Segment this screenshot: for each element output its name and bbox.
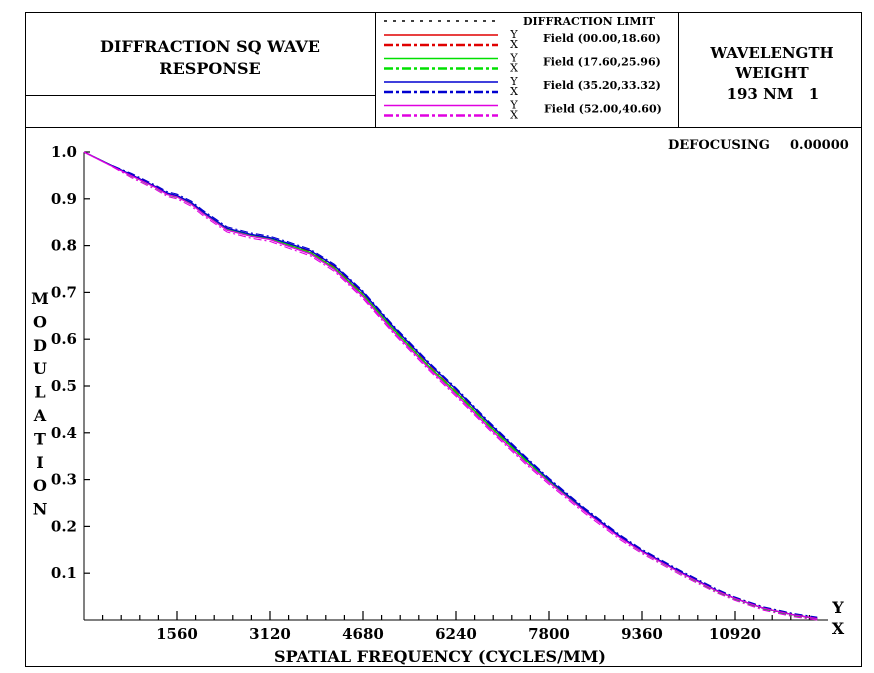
y-axis-label-letter: O (33, 312, 47, 331)
legend-y-marker: Y (509, 52, 518, 65)
weight-label: WEIGHT (734, 64, 809, 82)
y-axis-label-letter: N (33, 500, 48, 519)
axis-x-marker: X (832, 619, 845, 638)
y-tick-label: 0.7 (51, 283, 77, 301)
wavelength-label: WAVELENGTH (709, 44, 833, 62)
legend-y-marker: Y (509, 75, 518, 88)
x-tick-label: 10920 (709, 625, 761, 643)
legend: DIFFRACTION LIMIT YX Field (00.00,18.60)Y… (384, 15, 662, 122)
y-tick-label: 0.1 (51, 564, 77, 582)
legend-field-label: Field (00.00,18.60) (543, 32, 661, 45)
x-tick-label: 9360 (621, 625, 663, 643)
defocusing-value: 0.00000 (790, 138, 849, 153)
legend-y-marker: Y (509, 28, 518, 41)
legend-field-label: Field (35.20,33.32) (543, 79, 661, 92)
axis-y-marker: Y (831, 598, 844, 617)
legend-y-marker: Y (509, 99, 518, 112)
series-line-4 (83, 151, 818, 620)
series-line-1 (83, 151, 818, 620)
x-tick-label: 4680 (342, 625, 384, 643)
y-axis-label-letter: D (33, 336, 47, 355)
x-tick-label: 7800 (528, 625, 570, 643)
series-line-3-x (83, 151, 818, 618)
y-tick-label: 0.5 (51, 377, 77, 395)
x-axis-label: SPATIAL FREQUENCY (CYCLES/MM) (274, 647, 606, 666)
legend-field-label: Field (52.00,40.60) (544, 103, 662, 116)
defocusing-label: DEFOCUSING (668, 138, 770, 153)
y-tick-label: 0.3 (51, 471, 77, 489)
y-axis-label-letter: U (33, 359, 47, 378)
legend-x-marker: X (510, 85, 518, 98)
y-axis-label-letter: I (36, 453, 43, 472)
series-line-3 (83, 151, 818, 620)
y-axis-label-letter: L (34, 383, 45, 402)
y-axis-label-letter: O (33, 476, 47, 495)
series-line-2 (83, 151, 818, 620)
y-axis-label-letter: M (31, 289, 49, 308)
y-tick-label: 0.9 (51, 190, 77, 208)
legend-field-label: Field (17.60,25.96) (543, 56, 661, 69)
y-tick-label: 0.8 (51, 237, 77, 255)
y-tick-label: 0.4 (51, 424, 77, 442)
title-line1: DIFFRACTION SQ WAVE (100, 37, 320, 56)
title-line2: RESPONSE (159, 59, 260, 78)
weight-value: 1 (809, 85, 819, 103)
x-tick-label: 3120 (249, 625, 291, 643)
outer-frame (25, 12, 862, 667)
legend-x-marker: X (510, 62, 518, 75)
wavelength-value: 193 NM (727, 85, 794, 103)
y-tick-label: 0.2 (51, 517, 77, 535)
x-tick-label: 6240 (435, 625, 477, 643)
series-line-0 (83, 151, 818, 620)
series-line-4-x (83, 151, 818, 621)
legend-x-marker: X (510, 109, 518, 122)
y-tick-label: 1.0 (51, 143, 77, 161)
legend-label-diffraction-limit: DIFFRACTION LIMIT (523, 15, 656, 28)
y-tick-label: 0.6 (51, 330, 77, 348)
x-tick-label: 1560 (156, 625, 198, 643)
legend-x-marker: X (510, 38, 518, 51)
y-axis-label-letter: T (34, 429, 46, 448)
y-axis-label-letter: A (33, 406, 47, 425)
